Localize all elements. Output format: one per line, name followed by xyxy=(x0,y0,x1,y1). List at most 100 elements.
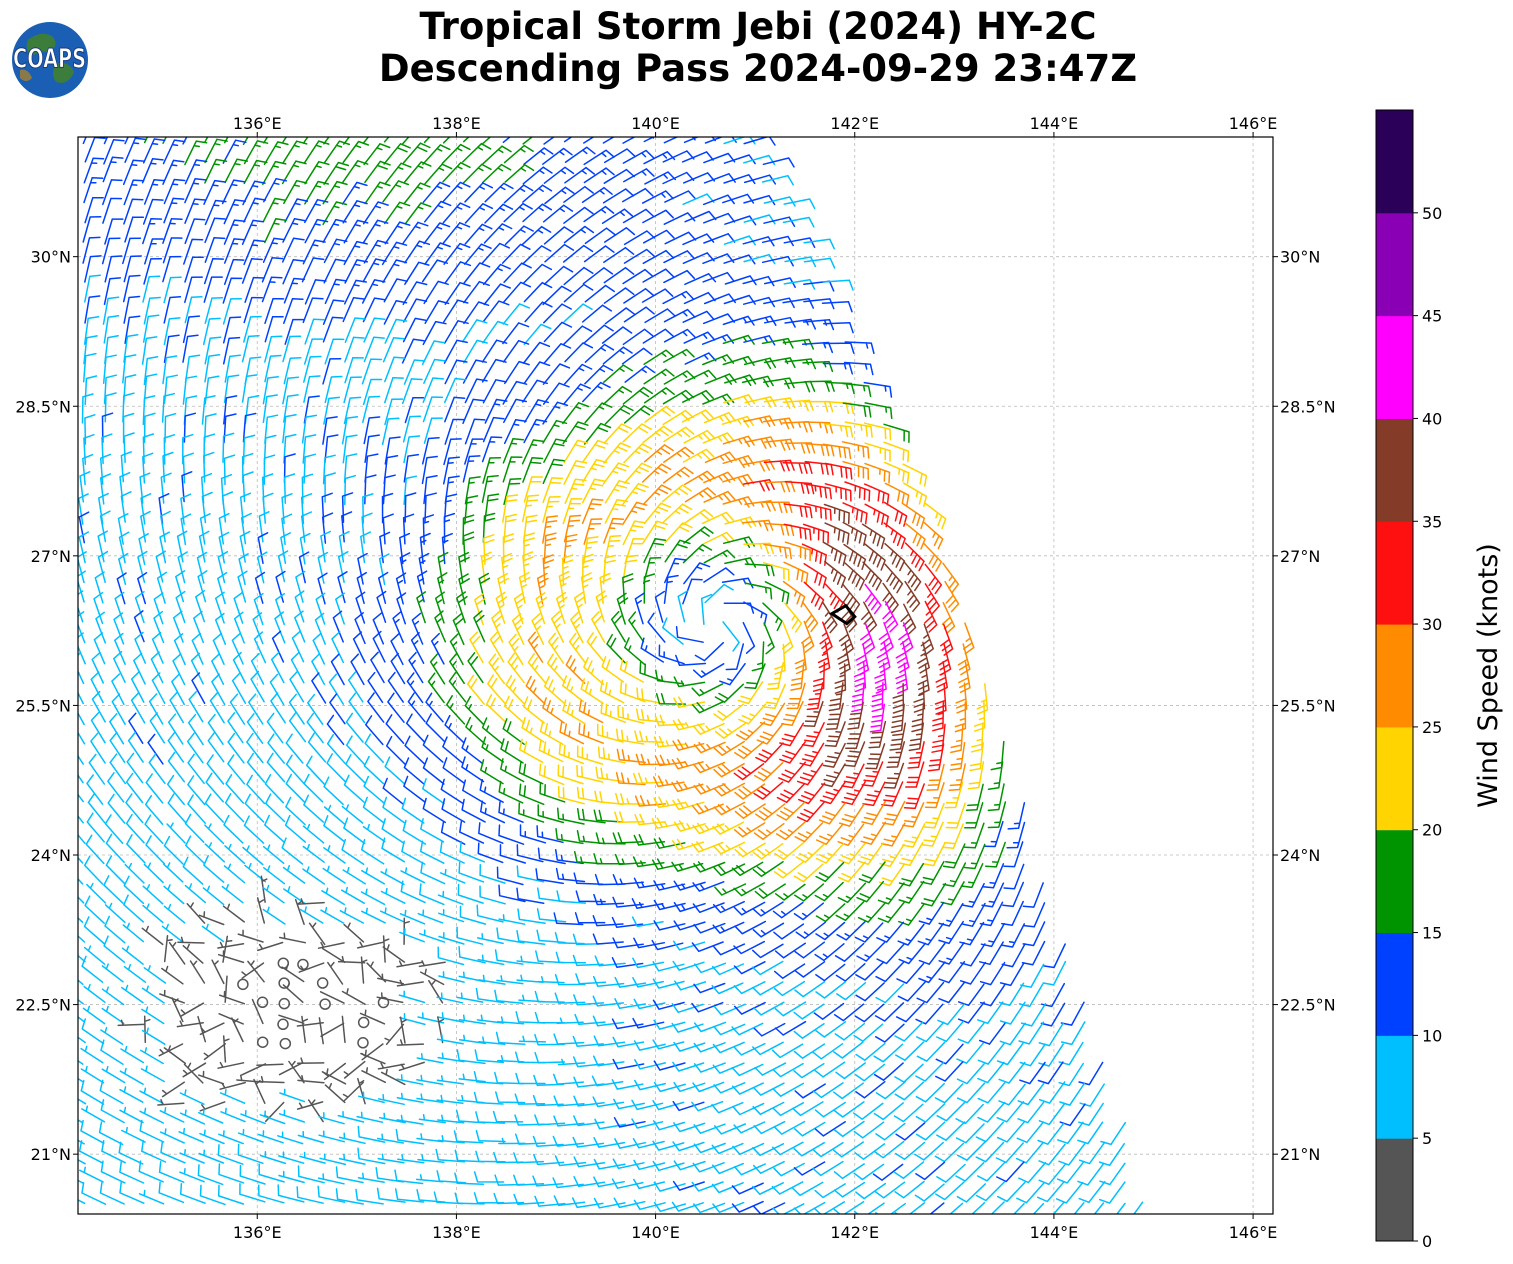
wind-barb xyxy=(278,1109,306,1123)
wind-barb xyxy=(601,326,633,344)
wind-barb xyxy=(134,631,147,664)
wind-barb xyxy=(898,903,925,926)
wind-barb xyxy=(643,368,675,385)
wind-barb xyxy=(123,198,144,225)
wind-barb xyxy=(799,742,825,767)
wind-barb xyxy=(402,221,429,245)
wind-barb xyxy=(424,300,450,325)
wind-barb xyxy=(774,883,806,901)
wind-barb xyxy=(692,881,725,892)
wind-barb xyxy=(634,730,665,743)
wind-barb xyxy=(1058,1041,1084,1066)
wind-barb xyxy=(812,1043,844,1060)
wind-barb xyxy=(602,554,617,585)
wind-barb xyxy=(563,514,582,543)
wind-barb xyxy=(553,1115,585,1127)
wind-barb xyxy=(663,308,696,323)
wind-barb xyxy=(503,262,532,284)
wind-barb xyxy=(864,402,893,420)
wind-barb xyxy=(464,378,488,404)
wind-barb xyxy=(782,461,813,475)
wind-barb xyxy=(246,752,266,783)
wind-barb xyxy=(622,268,654,285)
wind-barb xyxy=(284,318,305,345)
wind-barb xyxy=(755,803,786,821)
wind-barb xyxy=(583,245,615,263)
wind-barb xyxy=(190,652,204,685)
wind-barb xyxy=(100,1039,124,1065)
y-tick-label-left: 21°N xyxy=(31,1145,71,1164)
wind-barb xyxy=(265,793,286,823)
wind-barb xyxy=(202,317,221,346)
wind-barb xyxy=(204,138,228,164)
wind-barb xyxy=(320,906,345,924)
wind-barb xyxy=(179,1168,205,1183)
wind-barb xyxy=(521,494,540,523)
wind-barb xyxy=(1059,1103,1086,1127)
wind-barb xyxy=(860,821,887,845)
wind-barb xyxy=(204,842,226,863)
wind-barb xyxy=(182,137,188,145)
wind-barb xyxy=(773,860,805,879)
wind-barb xyxy=(902,823,926,848)
wind-barb xyxy=(592,933,624,945)
wind-barb xyxy=(481,358,507,383)
wind-barb xyxy=(300,493,313,525)
wind-barb xyxy=(623,443,653,464)
wind-barb xyxy=(633,877,666,889)
wind-barb xyxy=(854,922,884,943)
wind-barb xyxy=(123,179,145,206)
wind-barb xyxy=(1060,1021,1086,1046)
wind-barb xyxy=(1007,802,1026,830)
wind-barb xyxy=(323,396,341,425)
wind-barb xyxy=(522,551,534,583)
wind-barb xyxy=(379,531,391,564)
wind-barb xyxy=(672,940,706,951)
wind-barb xyxy=(498,801,524,823)
wind-barb xyxy=(713,1082,746,1094)
wind-barb xyxy=(934,1142,965,1163)
wind-barb xyxy=(302,137,309,144)
wind-barb xyxy=(572,1035,604,1048)
wind-barb xyxy=(911,702,925,733)
wind-barb xyxy=(622,501,648,526)
wind-barb xyxy=(822,279,854,291)
wind-barb xyxy=(438,971,465,983)
wind-barb xyxy=(119,1161,145,1184)
wind-barb xyxy=(478,1036,506,1046)
wind-barb xyxy=(88,753,106,785)
wind-barb xyxy=(872,1163,904,1181)
wind-barb xyxy=(222,336,241,365)
wind-barb xyxy=(593,1176,625,1188)
wind-barb xyxy=(124,315,141,344)
wind-barb xyxy=(163,276,182,304)
wind-barb xyxy=(948,763,966,792)
wind-barb xyxy=(742,236,775,247)
wind-barb xyxy=(163,835,184,865)
wind-barb xyxy=(125,813,145,844)
wind-barb xyxy=(602,385,633,406)
wind-barb xyxy=(81,1105,106,1123)
wind-barb xyxy=(536,908,567,923)
wind-barb xyxy=(633,937,666,949)
wind-barb xyxy=(503,184,534,204)
wind-barb xyxy=(999,1001,1026,1025)
wind-barb xyxy=(563,303,593,323)
wind-barb xyxy=(187,753,205,785)
wind-barb xyxy=(78,793,84,803)
wind-barb xyxy=(81,955,104,983)
wind-barb xyxy=(474,1049,505,1064)
wind-barb xyxy=(237,929,264,943)
wind-barb xyxy=(853,1121,885,1139)
wind-barb xyxy=(101,237,121,265)
wind-barb xyxy=(147,733,164,765)
wind-barb xyxy=(662,617,684,645)
wind-barb xyxy=(259,1110,286,1125)
wind-barb xyxy=(895,1041,925,1061)
wind-barb xyxy=(704,137,737,144)
wind-barb xyxy=(204,353,221,383)
wind-barb xyxy=(109,753,127,785)
wind-barb xyxy=(563,266,594,286)
wind-barb xyxy=(335,1188,364,1205)
wind-barb xyxy=(812,661,826,692)
